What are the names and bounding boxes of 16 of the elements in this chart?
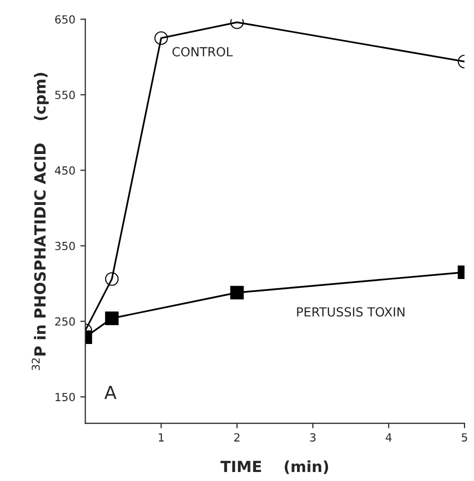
series-label: CONTROL — [172, 46, 233, 56]
x-tick-label: 1 — [158, 433, 164, 442]
x-tick-label: 4 — [386, 433, 392, 442]
y-tick-label: 350 — [55, 242, 75, 250]
y-tick-label: 150 — [56, 392, 75, 402]
y-tick-label: 450 — [54, 166, 75, 175]
x-tick-label: 5 — [462, 433, 468, 442]
x-tick-label: 2 — [234, 433, 240, 442]
x-tick-label: 3 — [310, 433, 316, 442]
y-tick-label: 550 — [55, 90, 75, 100]
annotation: A — [104, 386, 116, 400]
y-tick-label: 650 — [55, 15, 75, 24]
y-axis-title: $^{32}$P in PHOSPHATIDIC ACID (cpm) — [32, 72, 49, 370]
x-axis-title: TIME (min) — [220, 460, 328, 474]
series-label: PERTUSSIS TOXIN — [297, 307, 404, 317]
y-tick-label: 250 — [55, 317, 75, 326]
